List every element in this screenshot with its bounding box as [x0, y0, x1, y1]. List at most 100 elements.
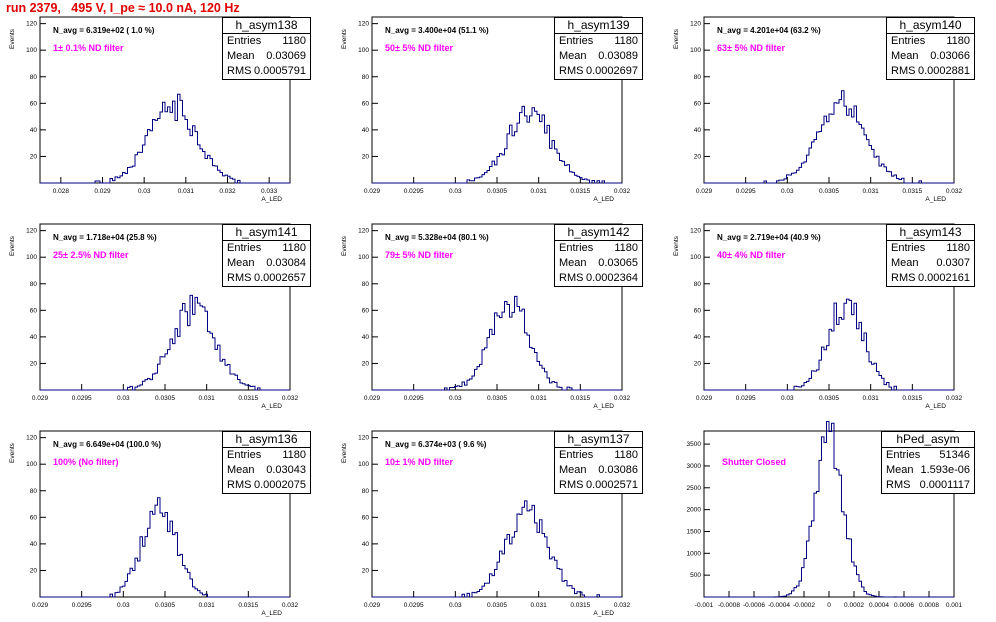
stat-mean: 0.03066 — [930, 50, 970, 62]
filter-label: 40± 4% ND filter — [717, 250, 785, 260]
stat-rms: 0.0005791 — [254, 65, 306, 77]
x-tick-label: 0.0315 — [902, 395, 922, 402]
x-tick-label: 0.0002 — [844, 602, 864, 609]
navg-label: N_avg = 1.718e+04 (25.8 %) — [53, 233, 157, 242]
stat-label: RMS — [227, 479, 252, 491]
stat-label: Mean — [227, 257, 255, 269]
stat-mean: 1.593e-06 — [920, 464, 970, 476]
y-tick-label: 120 — [358, 21, 369, 28]
filter-label: 10± 1% ND filter — [385, 457, 453, 467]
stat-entries: 1180 — [282, 35, 306, 47]
x-tick-label: 0.0315 — [238, 395, 258, 402]
x-tick-label: 0.0305 — [819, 188, 839, 195]
stat-mean: 0.03084 — [266, 257, 306, 269]
x-tick-label: 0.032 — [946, 188, 963, 195]
navg-label: N_avg = 2.719e+04 (40.9 %) — [717, 233, 821, 242]
x-tick-label: -0.0004 — [768, 602, 790, 609]
x-tick-label: 0.0295 — [404, 602, 424, 609]
stats-box: h_asym140 Entries 1180 Mean 0.03066 RMS 0.0002… — [886, 17, 975, 80]
stats-box: h_asym141 Entries 1180 Mean 0.03084 RMS 0.0002… — [222, 224, 311, 287]
histogram-panel: 0.029 0.0295 0.03 0.0305 0.031 0.0315 0.032 20 4… — [0, 414, 332, 621]
x-axis-label: A_LED — [593, 403, 614, 410]
histogram-svg: 0.029 0.0295 0.03 0.0305 0.031 0.0315 0.032 20 4… — [9, 223, 299, 410]
y-tick-label: 40 — [30, 127, 38, 134]
stats-box: hPed_asym Entries 51346 Mean 1.593e-06 RMS 0.0… — [881, 431, 975, 494]
histogram-name: h_asym138 — [223, 18, 310, 34]
y-tick-label: 120 — [690, 228, 701, 235]
x-axis-label: A_LED — [261, 610, 282, 617]
histogram-svg: 0.029 0.0295 0.03 0.0305 0.031 0.0315 0.032 20 4… — [673, 223, 963, 410]
y-tick-label: 80 — [30, 74, 38, 81]
histogram-svg: 0.029 0.0295 0.03 0.0305 0.031 0.0315 0.032 20 4… — [9, 430, 299, 617]
y-axis-label: Events — [341, 28, 348, 49]
x-tick-label: 0.0295 — [736, 188, 756, 195]
histogram-panel: 0.029 0.0295 0.03 0.0305 0.031 0.0315 0.032 20 4… — [332, 414, 664, 621]
x-tick-label: 0.03 — [781, 188, 794, 195]
stats-box: h_asym142 Entries 1180 Mean 0.03065 RMS 0.0002… — [554, 224, 643, 287]
stat-rms: 0.0002364 — [586, 272, 638, 284]
x-tick-label: 0.032 — [219, 188, 236, 195]
histogram-panel: 0.029 0.0295 0.03 0.0305 0.031 0.0315 0.032 20 4… — [664, 0, 996, 207]
y-tick-label: 60 — [694, 307, 702, 314]
x-tick-label: 0.03 — [138, 188, 151, 195]
x-tick-label: -0.0008 — [718, 602, 740, 609]
x-tick-label: 0.0295 — [404, 188, 424, 195]
stat-label: RMS — [559, 65, 584, 77]
y-tick-label: 500 — [690, 572, 701, 579]
histogram-svg: 0.029 0.0295 0.03 0.0305 0.031 0.0315 0.032 20 4… — [341, 16, 631, 203]
x-tick-label: 0.0305 — [155, 395, 175, 402]
histogram-name: h_asym143 — [887, 225, 974, 241]
histogram-svg: -0.001 -0.0008 -0.0006 -0.0004 -0.0002 0 0.000… — [687, 421, 963, 609]
histogram-name: h_asym136 — [223, 432, 310, 448]
histogram-svg: 0.029 0.0295 0.03 0.0305 0.031 0.0315 0.032 20 4… — [341, 430, 631, 617]
x-axis-label: A_LED — [925, 403, 946, 410]
x-tick-label: 0.031 — [863, 188, 880, 195]
x-tick-label: 0.029 — [696, 395, 713, 402]
stat-entries: 1180 — [946, 35, 970, 47]
x-axis-label: A_LED — [593, 610, 614, 617]
stat-entries: 1180 — [946, 242, 970, 254]
stat-label: Mean — [559, 464, 587, 476]
y-tick-label: 20 — [30, 153, 38, 160]
x-tick-label: 0.0315 — [570, 395, 590, 402]
stat-label: Entries — [559, 449, 594, 461]
x-tick-label: 0.028 — [53, 188, 70, 195]
x-axis-label: A_LED — [925, 196, 946, 203]
x-tick-label: 0.0295 — [72, 602, 92, 609]
histogram-name: h_asym141 — [223, 225, 310, 241]
stat-label: Entries — [227, 242, 262, 254]
y-tick-label: 80 — [30, 281, 38, 288]
x-tick-label: 0.0305 — [487, 395, 507, 402]
x-axis-label: A_LED — [593, 196, 614, 203]
x-tick-label: 0.032 — [614, 395, 631, 402]
stat-label: Entries — [227, 449, 262, 461]
x-tick-label: 0.03 — [781, 395, 794, 402]
histogram-panel: 0.028 0.029 0.03 0.031 0.032 0.033 20 40 60 80 100… — [0, 0, 332, 207]
x-axis-label: A_LED — [261, 403, 282, 410]
histogram-svg: 0.028 0.029 0.03 0.031 0.032 0.033 20 40 60 80 100… — [9, 16, 291, 203]
y-tick-label: 20 — [30, 360, 38, 367]
histogram-line — [704, 298, 954, 391]
y-tick-label: 80 — [362, 74, 370, 81]
stat-entries: 1180 — [282, 449, 306, 461]
y-tick-label: 20 — [694, 360, 702, 367]
y-axis-label: Events — [9, 235, 16, 256]
stat-label: Entries — [891, 35, 926, 47]
stats-box: h_asym137 Entries 1180 Mean 0.03086 RMS 0.0002… — [554, 431, 643, 494]
y-tick-label: 80 — [694, 74, 702, 81]
stats-box: h_asym138 Entries 1180 Mean 0.03069 RMS 0.0005… — [222, 17, 311, 80]
y-tick-label: 100 — [26, 47, 37, 54]
navg-label: N_avg = 4.201e+04 (63.2 %) — [717, 26, 821, 35]
x-tick-label: 0.0305 — [155, 602, 175, 609]
histogram-name: h_asym139 — [555, 18, 642, 34]
stat-label: RMS — [559, 479, 584, 491]
x-tick-label: -0.0006 — [743, 602, 765, 609]
x-tick-label: 0.03 — [449, 602, 462, 609]
stat-label: Mean — [227, 464, 255, 476]
navg-label: N_avg = 6.319e+02 ( 1.0 %) — [53, 26, 155, 35]
x-tick-label: 0.0008 — [919, 602, 939, 609]
y-tick-label: 100 — [358, 47, 369, 54]
stat-label: RMS — [227, 272, 252, 284]
stat-entries: 1180 — [614, 35, 638, 47]
stat-label: Mean — [227, 50, 255, 62]
